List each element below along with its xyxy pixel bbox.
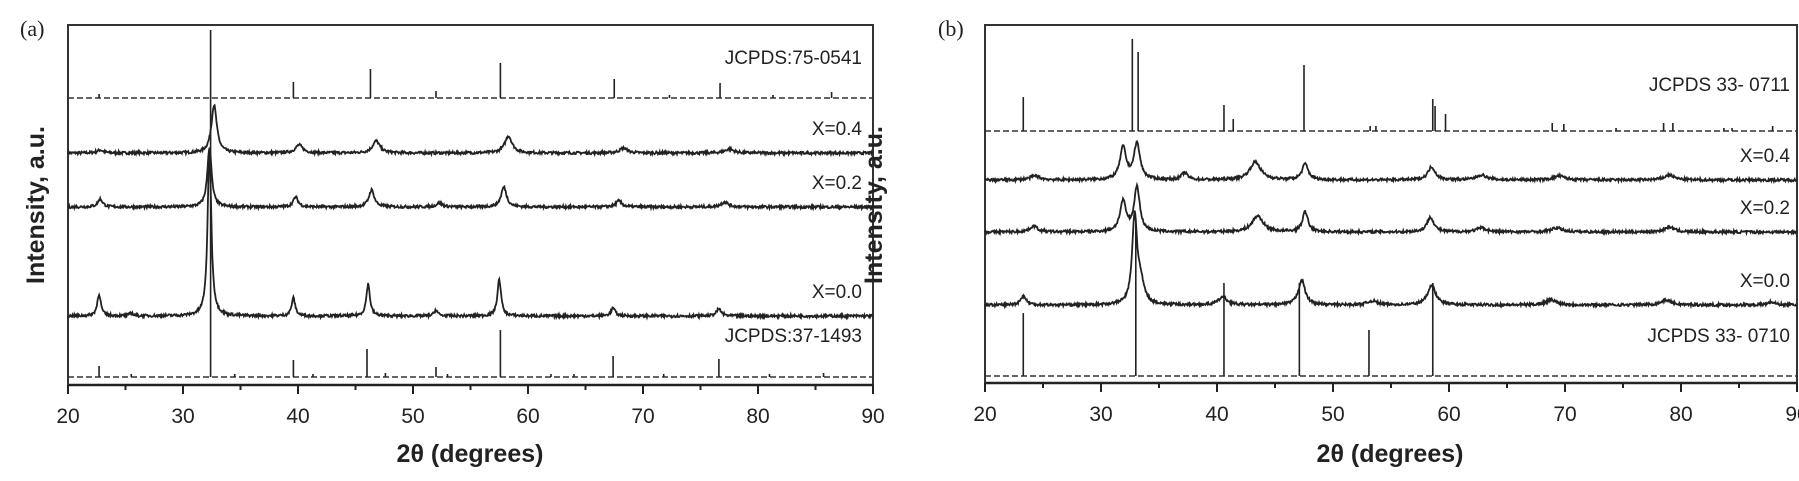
series-label: X=0.2 — [1740, 198, 1790, 219]
sample-pattern-line — [984, 139, 1798, 185]
series-label: X=0.4 — [812, 119, 863, 140]
panel-b-xlabel: 2θ (degrees) — [1317, 440, 1464, 468]
series-label: X=0.4 — [1740, 146, 1791, 167]
x-tick-label: 20 — [973, 403, 996, 426]
x-tick-label: 60 — [1437, 403, 1460, 426]
series-label: X=0.0 — [1740, 271, 1790, 292]
x-tick-label: 30 — [1089, 403, 1112, 426]
panel-b-frame — [984, 24, 1798, 383]
panel-b-label: (b) — [938, 16, 964, 41]
panel-b-ylabel: Intensity, a.u. — [860, 126, 888, 284]
series-label: X=0.0 — [812, 282, 862, 303]
sample-pattern-line — [67, 103, 874, 158]
x-tick-label: 90 — [861, 405, 884, 428]
series-label: X=0.2 — [812, 173, 862, 194]
reference-label: JCPDS:37-1493 — [725, 326, 862, 347]
sample-pattern-line — [67, 147, 874, 212]
x-tick-label: 50 — [1321, 403, 1344, 426]
panel-a-frame — [67, 24, 874, 385]
x-tick-label: 70 — [631, 405, 654, 428]
panel-a-ylabel: Intensity, a.u. — [22, 126, 50, 284]
x-tick-label: 40 — [286, 405, 309, 428]
sample-pattern-line — [984, 210, 1798, 310]
panel-a: (a) Intensity, a.u. 2θ (degrees) 20 30 40 5… — [20, 16, 885, 468]
x-tick-label: 90 — [1785, 403, 1799, 426]
x-tick-label: 80 — [746, 405, 769, 428]
sample-pattern-line — [984, 181, 1798, 237]
x-tick-label: 70 — [1553, 403, 1576, 426]
reference-label: JCPDS:75-0541 — [725, 48, 862, 69]
x-tick-label: 40 — [1205, 403, 1228, 426]
panel-a-xlabel: 2θ (degrees) — [397, 440, 544, 468]
panel-b: (b) Intensity, a.u. 2θ (degrees) 20 30 40 5… — [860, 16, 1799, 468]
x-tick-label: 60 — [516, 405, 539, 428]
reference-label: JCPDS 33- 0711 — [1649, 75, 1790, 96]
sample-pattern-line — [67, 147, 874, 321]
x-tick-label: 50 — [401, 405, 424, 428]
x-tick-label: 80 — [1669, 403, 1692, 426]
x-tick-label: 30 — [171, 405, 194, 428]
reference-label: JCPDS 33- 0710 — [1647, 326, 1790, 347]
panel-a-label: (a) — [20, 16, 44, 41]
x-tick-label: 20 — [56, 405, 79, 428]
